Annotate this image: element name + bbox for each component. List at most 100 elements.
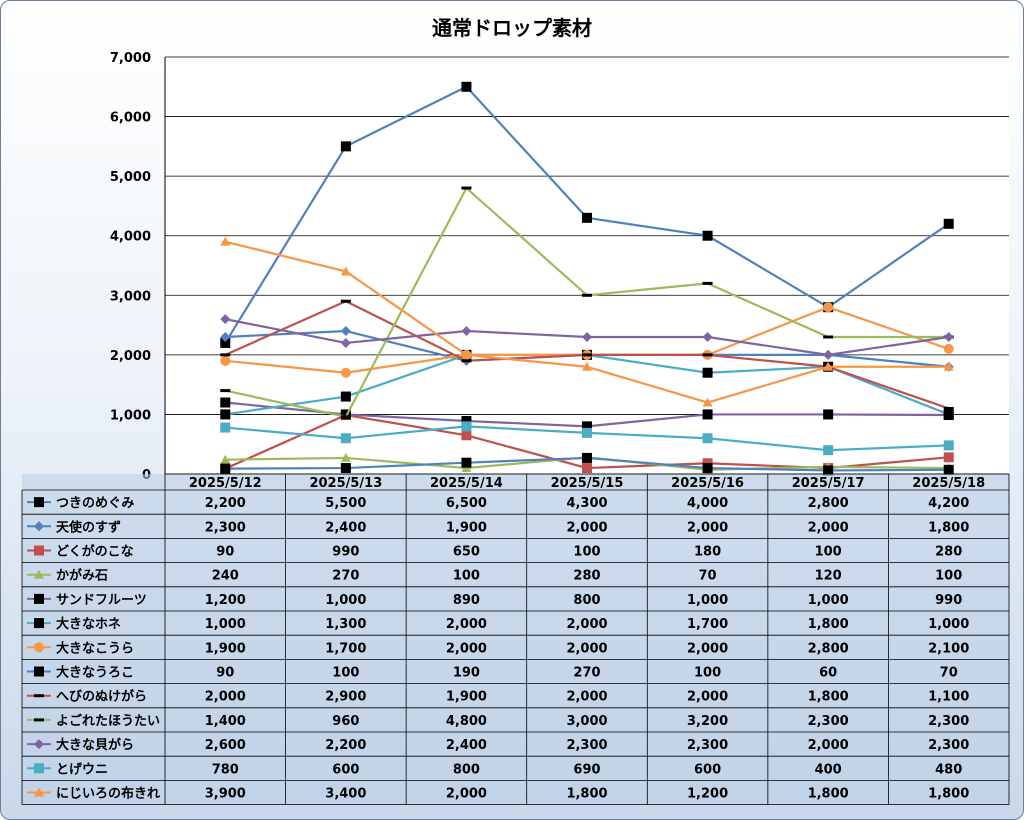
point-marker [582, 463, 592, 474]
data-label: 1,800 [566, 787, 607, 802]
data-label: 1,000 [928, 617, 969, 632]
point-marker [220, 355, 231, 366]
table-row: 大きなホネ 1,000 1,300 2,000 2,000 1,700 1,800 1,000 [27, 616, 969, 632]
plot-area [165, 57, 1009, 474]
data-label: 2,000 [446, 641, 487, 656]
point-marker [943, 409, 954, 420]
point-marker [340, 326, 351, 337]
point-marker [220, 397, 231, 408]
data-label: 2,000 [687, 520, 728, 535]
data-label: 280 [935, 545, 962, 560]
point-marker [943, 452, 954, 463]
data-label: 690 [573, 762, 600, 777]
legend-label: どくがのこな [56, 544, 134, 560]
data-label: 1,800 [928, 520, 969, 535]
point-marker [340, 433, 351, 444]
chart-title: 通常ドロップ素材 [432, 16, 592, 40]
data-label: 890 [453, 593, 480, 608]
table-row: つきのめぐみ 2,200 5,500 6,500 4,300 4,000 2,800 4,20… [27, 496, 969, 511]
table-row: どくがのこな 90 990 650 100 180 100 280 [27, 544, 962, 560]
point-marker [582, 293, 592, 297]
point-marker [702, 281, 713, 285]
data-label: 1,200 [205, 593, 246, 608]
data-label: 1,000 [325, 593, 366, 608]
data-label: 800 [453, 762, 480, 777]
point-marker [702, 397, 713, 407]
point-marker [34, 739, 44, 750]
point-marker [702, 409, 713, 420]
data-table: 2025/5/12 2025/5/13 2025/5/14 2025/5/15 2025… [21, 473, 1010, 805]
data-label: 2,200 [325, 738, 366, 753]
legend-label: へびのぬけがら [56, 689, 147, 705]
legend-label: 大きなこうら [56, 640, 134, 656]
data-label: 2,300 [808, 714, 849, 729]
point-marker [461, 421, 472, 432]
data-label: 1,000 [687, 593, 728, 608]
data-label: 90 [216, 545, 234, 560]
series-line-group [220, 421, 954, 456]
series-line-group [220, 452, 954, 476]
data-label: 650 [453, 545, 480, 560]
point-marker [220, 389, 231, 393]
point-marker [340, 463, 351, 474]
x-tick-label: 2025/5/12 [189, 476, 262, 491]
table-row: 大きなこうら 1,900 1,700 2,000 2,000 2,000 2,800 2,10… [27, 640, 969, 656]
data-label: 100 [453, 569, 480, 584]
point-marker [582, 452, 592, 463]
point-marker [943, 406, 954, 410]
data-label: 1,800 [808, 787, 849, 802]
data-label: 270 [332, 569, 359, 584]
data-label: 2,000 [205, 690, 246, 705]
data-label: 2,000 [446, 617, 487, 632]
point-marker [702, 353, 713, 357]
point-marker [943, 218, 954, 229]
point-marker [702, 433, 713, 444]
table-row: にじいろの布きれ 3,900 3,400 2,000 1,800 1,200 1,800 1,… [27, 786, 969, 802]
point-marker [34, 787, 44, 797]
x-tick-label: 2025/5/14 [430, 476, 503, 491]
data-label: 800 [573, 593, 600, 608]
point-marker [220, 236, 231, 246]
data-label: 2,300 [205, 520, 246, 535]
point-marker [34, 763, 44, 774]
data-label: 2,200 [205, 496, 246, 511]
data-label: 2,000 [566, 617, 607, 632]
data-label: 6,500 [446, 496, 487, 511]
legend-label: 大きなホネ [56, 616, 121, 632]
point-marker [220, 331, 231, 342]
data-label: 2,000 [687, 690, 728, 705]
data-label: 70 [940, 666, 958, 681]
point-marker [943, 331, 954, 342]
series-layer [220, 81, 954, 476]
x-tick-label: 2025/5/13 [309, 476, 382, 491]
data-label: 2,300 [566, 738, 607, 753]
table-background [22, 474, 1009, 805]
data-label: 2,000 [566, 690, 607, 705]
data-label: 2,800 [808, 641, 849, 656]
table-row: サンドフルーツ 1,200 1,000 890 800 1,000 1,000 990 [27, 593, 962, 608]
data-label: 270 [573, 666, 600, 681]
point-marker [461, 81, 472, 92]
point-marker [340, 141, 351, 152]
point-marker [461, 349, 472, 359]
data-label: 1,400 [205, 714, 246, 729]
point-marker [702, 367, 713, 378]
point-marker [340, 409, 351, 420]
point-marker [943, 440, 954, 451]
point-marker [220, 422, 231, 433]
point-marker [823, 409, 834, 420]
legend-label: 大きな貝がら [56, 737, 134, 753]
data-label: 90 [216, 666, 234, 681]
data-label: 480 [935, 762, 962, 777]
x-tick-label: 2025/5/18 [912, 476, 985, 491]
data-label: 280 [573, 569, 600, 584]
table-row: よごれたほうたい 1,400 960 4,800 3,000 3,200 2,300 2,30… [27, 713, 969, 729]
point-marker [461, 415, 472, 426]
point-marker [34, 569, 44, 579]
y-tick-label: 1,000 [110, 408, 151, 423]
y-tick-label: 5,000 [110, 170, 151, 185]
point-marker [702, 331, 713, 342]
data-label: 2,000 [446, 787, 487, 802]
point-marker [340, 337, 351, 348]
